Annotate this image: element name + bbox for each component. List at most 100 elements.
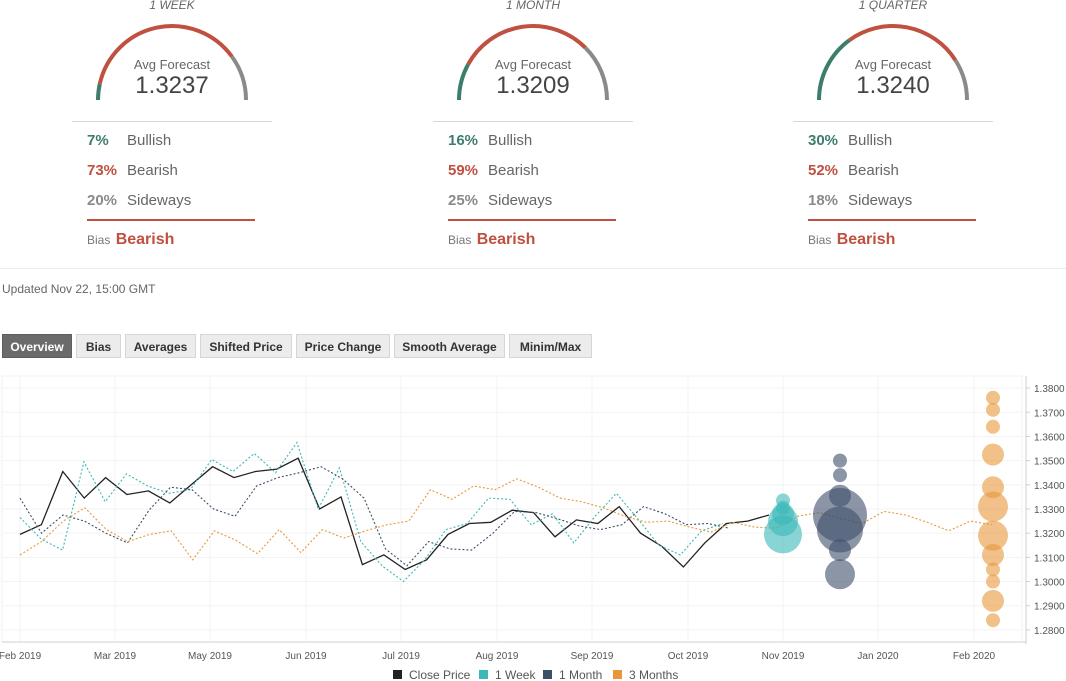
x-tick-label: Nov 2019	[762, 651, 805, 662]
y-tick-label: 1.3500	[1034, 457, 1065, 468]
sideways-arc	[583, 46, 609, 101]
bearish-arc	[848, 24, 958, 62]
bias-label: Bias	[448, 233, 472, 247]
bias-divider	[448, 219, 616, 221]
y-tick-label: 1.3200	[1034, 529, 1065, 540]
tab-averages[interactable]: Averages	[125, 334, 196, 358]
forecast-bubble-3-months	[982, 443, 1004, 466]
forecast-gauge	[96, 24, 248, 101]
bullish-row: 7% Bullish	[87, 132, 171, 149]
forecast-bubble-1-month	[833, 453, 847, 468]
sideways-label: Sideways	[488, 192, 553, 209]
bearish-label: Bearish	[127, 162, 178, 179]
avg-forecast-label: Avg Forecast	[854, 57, 932, 72]
bearish-arc	[466, 24, 587, 66]
sideways-arc	[953, 59, 969, 101]
legend-swatch	[543, 670, 552, 679]
bullish-label: Bullish	[488, 132, 533, 149]
x-tick-label: Feb 2019	[0, 651, 42, 662]
y-tick-label: 1.3800	[1034, 384, 1065, 395]
series-line-1-week	[19, 441, 724, 583]
avg-forecast-value: 1.3240	[856, 72, 930, 99]
bias: Bias Bearish	[448, 231, 535, 249]
forecast-bubble-3-months	[982, 589, 1004, 612]
x-tick-label: May 2019	[188, 651, 232, 662]
series-line-1-month	[19, 466, 730, 567]
forecast-bubble-3-months	[982, 476, 1004, 499]
sideways-arc	[230, 55, 248, 101]
period-label: 1 WEEK	[149, 0, 195, 12]
bearish-arc	[97, 24, 234, 85]
bias-value: Bearish	[836, 231, 896, 248]
period-label: 1 MONTH	[506, 0, 560, 12]
bias-value: Bearish	[476, 231, 536, 248]
avg-forecast-value: 1.3209	[496, 72, 570, 99]
avg-forecast-label: Avg Forecast	[133, 57, 211, 72]
legend-label: Close Price	[409, 668, 471, 681]
period-label: 1 QUARTER	[858, 0, 928, 12]
divider	[433, 121, 633, 122]
bullish-arc	[817, 38, 851, 101]
bias: Bias Bearish	[808, 231, 895, 249]
sideways-label: Sideways	[848, 192, 913, 209]
forecast-bubble-1-month	[825, 559, 855, 590]
bearish-row: 59% Bearish	[448, 162, 539, 179]
avg-forecast-label: Avg Forecast	[494, 57, 572, 72]
tab-overview[interactable]: Overview	[2, 334, 72, 358]
forecast-bubble-3-months	[986, 419, 1000, 434]
divider	[72, 121, 272, 122]
divider	[793, 121, 993, 122]
legend-label: 1 Month	[559, 668, 602, 681]
updated-timestamp: Updated Nov 22, 15:00 GMT	[2, 282, 156, 296]
bias-divider	[808, 219, 976, 221]
y-tick-label: 1.2800	[1034, 626, 1065, 637]
forecast-bubble-1-month	[829, 484, 851, 507]
legend-swatch	[613, 670, 622, 679]
bullish-row: 30% Bullish	[808, 132, 892, 149]
bearish-pct: 52%	[808, 162, 839, 179]
tab-minim-max[interactable]: Minim/Max	[509, 334, 592, 358]
sideways-label: Sideways	[127, 192, 192, 209]
forecast-bubble-1-month	[833, 468, 847, 483]
sideways-pct: 18%	[808, 192, 839, 209]
tab-price-change[interactable]: Price Change	[296, 334, 390, 358]
x-tick-label: Sep 2019	[571, 651, 614, 662]
x-tick-label: Aug 2019	[476, 651, 519, 662]
forecast-bubble-3-months	[978, 491, 1008, 522]
bullish-pct: 7%	[87, 132, 109, 149]
avg-forecast-value: 1.3237	[135, 72, 209, 99]
y-tick-label: 1.3600	[1034, 432, 1065, 443]
bullish-pct: 30%	[808, 132, 839, 149]
bearish-pct: 59%	[448, 162, 479, 179]
sideways-row: 18% Sideways	[808, 192, 912, 209]
y-tick-label: 1.3400	[1034, 481, 1065, 492]
y-tick-label: 1.3700	[1034, 408, 1065, 419]
y-tick-label: 1.3100	[1034, 553, 1065, 564]
bias-label: Bias	[808, 233, 832, 247]
bullish-label: Bullish	[848, 132, 893, 149]
sideways-row: 25% Sideways	[448, 192, 552, 209]
forecast-gauge	[817, 24, 969, 101]
forecast-bubble-3-months	[986, 562, 1000, 577]
forecast-chart: 1.3800 1.3700 1.3600 1.3500 1.3400 1.3300 1.32…	[0, 375, 1065, 681]
bearish-label: Bearish	[488, 162, 539, 179]
y-tick-label: 1.2900	[1034, 602, 1065, 613]
forecast-bubble-1-week	[776, 493, 790, 508]
y-tick-label: 1.3300	[1034, 505, 1065, 516]
tab-shifted-price[interactable]: Shifted Price	[200, 334, 292, 358]
bullish-label: Bullish	[127, 132, 172, 149]
bullish-row: 16% Bullish	[448, 132, 532, 149]
x-tick-label: Oct 2019	[668, 651, 709, 662]
forecast-bubble-3-months	[986, 402, 1000, 417]
sideways-pct: 20%	[87, 192, 118, 209]
bullish-arc	[457, 63, 470, 101]
forecast-bubble-3-months	[986, 574, 1000, 589]
y-tick-label: 1.3000	[1034, 578, 1065, 589]
bias: Bias Bearish	[87, 231, 174, 249]
tab-bias[interactable]: Bias	[76, 334, 121, 358]
tab-smooth-average[interactable]: Smooth Average	[394, 334, 505, 358]
x-tick-label: Jan 2020	[857, 651, 899, 662]
forecast-bubble-3-months	[978, 520, 1008, 551]
bearish-pct: 73%	[87, 162, 118, 179]
legend-swatch	[393, 670, 402, 679]
